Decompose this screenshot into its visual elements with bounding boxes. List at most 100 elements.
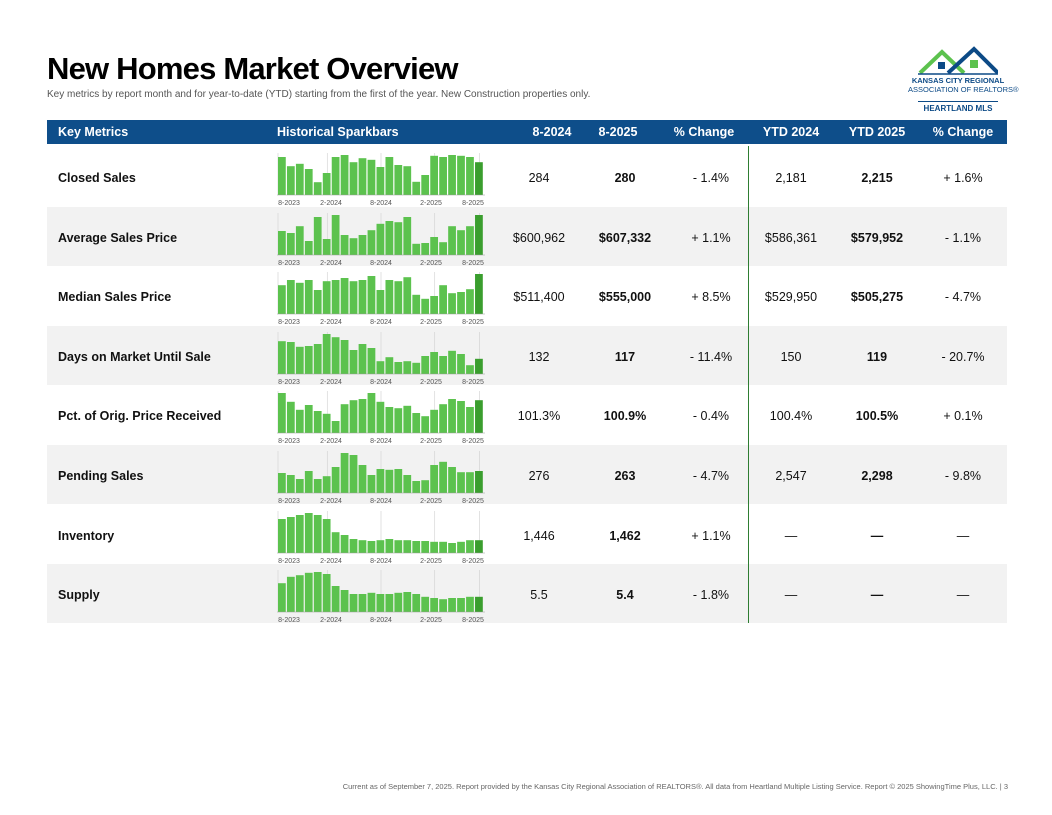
sparkbar	[278, 518, 286, 553]
sparkbar-chart: 8-2023 2-2024 8-2024 2-2025 8-2025	[277, 331, 485, 386]
sparkbar	[403, 166, 412, 195]
sparkbar	[439, 355, 447, 374]
sparkbar	[466, 289, 474, 315]
sparkbar	[385, 220, 394, 255]
sparkbar	[286, 402, 295, 434]
sparkbar	[466, 539, 474, 553]
sparkbar	[439, 241, 447, 255]
sparkbar	[295, 282, 304, 315]
value-ytd-2024: 150	[780, 349, 802, 364]
sparkbar	[403, 277, 412, 315]
col-ytd-2024: YTD 2024	[762, 125, 820, 139]
value-ytd-pct-change: + 0.1%	[943, 409, 983, 424]
sparkbar	[385, 469, 394, 493]
sparkbar	[295, 514, 304, 553]
sparkbar	[295, 163, 304, 195]
sparkbar	[286, 341, 295, 374]
sparkbar-axis-label: 8-2025	[462, 438, 484, 445]
sparkbar	[421, 175, 430, 195]
sparkbar	[313, 290, 322, 315]
value-pct-change: - 1.8%	[692, 588, 730, 603]
value-8-2025: 280	[614, 171, 636, 185]
sparkbar	[394, 281, 403, 315]
sparkbar	[304, 280, 313, 315]
sparkbar	[475, 274, 483, 315]
col-8-2025: 8-2025	[598, 125, 638, 139]
logo-line-2: ASSOCIATION OF REALTORS®	[908, 85, 1019, 94]
sparkbar-chart: 8-2023 2-2024 8-2024 2-2025 8-2025	[277, 212, 485, 267]
sparkbar	[340, 155, 349, 195]
sparkbar	[349, 538, 358, 553]
value-ytd-pct-change: - 20.7%	[941, 349, 985, 364]
sparkbar	[403, 360, 412, 374]
value-ytd-2025: 2,215	[861, 171, 893, 185]
value-8-2024: 284	[528, 171, 550, 185]
sparkbar	[349, 400, 358, 434]
sparkbar	[278, 157, 286, 195]
value-ytd-2024: 100.4%	[769, 409, 813, 424]
sparkbar	[421, 540, 430, 553]
sparkbar	[340, 278, 349, 315]
sparkbar-axis-label: 2-2024	[320, 438, 342, 445]
table-row: Average Sales Price 8-2023 2-2024 8-2024 2-2…	[47, 206, 1007, 267]
sparkbar	[358, 158, 367, 195]
sparkbar-axis-label: 8-2023	[278, 260, 300, 267]
sparkbar	[475, 596, 483, 613]
sparkbar	[421, 416, 430, 434]
sparkbar	[475, 539, 483, 553]
value-pct-change: - 0.4%	[692, 409, 730, 424]
sparkbar	[439, 157, 447, 195]
metric-label: Supply	[58, 588, 100, 603]
value-ytd-2025: 100.5%	[855, 409, 899, 424]
sparkbar	[466, 472, 474, 493]
sparkbar	[340, 534, 349, 553]
value-ytd-pct-change: - 1.1%	[944, 230, 982, 245]
sparkbar	[466, 596, 474, 613]
table-row: Days on Market Until Sale 8-2023 2-2024 8-2…	[47, 325, 1007, 386]
sparkbar	[358, 539, 367, 553]
value-8-2025: 5.4	[616, 588, 634, 603]
sparkbar	[448, 225, 456, 255]
value-pct-change: + 8.5%	[691, 290, 731, 305]
sparkbar	[457, 541, 465, 553]
col-ytd-2025: YTD 2025	[848, 125, 906, 139]
value-ytd-2024: —	[784, 528, 798, 543]
sparkbar	[421, 355, 430, 374]
value-ytd-2024: $529,950	[764, 290, 818, 305]
sparkbar	[340, 339, 349, 374]
sparkbar	[457, 229, 465, 255]
sparkbar	[322, 333, 331, 374]
sparkbar	[358, 280, 367, 315]
sparkbar	[322, 173, 331, 195]
sparkbar	[394, 469, 403, 493]
sparkbar	[322, 476, 331, 493]
sparkbar-axis-label: 2-2024	[320, 617, 342, 624]
sparkbar	[349, 349, 358, 374]
value-8-2024: 276	[528, 469, 550, 483]
sparkbar	[358, 594, 367, 613]
sparkbar	[304, 471, 313, 493]
sparkbar	[457, 292, 465, 315]
sparkbar	[394, 165, 403, 195]
sparkbar-axis-label: 8-2023	[278, 498, 300, 505]
sparkbar	[358, 343, 367, 374]
table-row: Pending Sales 8-2023 2-2024 8-2024 2-2025 8-2…	[47, 445, 1007, 505]
sparkbar	[331, 586, 340, 613]
col-sparkbars: Historical Sparkbars	[277, 125, 399, 139]
value-ytd-pct-change: + 1.6%	[943, 171, 983, 185]
metric-label: Inventory	[58, 528, 115, 543]
value-pct-change: + 1.1%	[691, 230, 731, 245]
sparkbar	[286, 232, 295, 255]
sparkbar	[286, 280, 295, 315]
value-ytd-pct-change: —	[956, 588, 970, 603]
sparkbar	[358, 399, 367, 434]
sparkbar-axis-label: 2-2024	[320, 319, 342, 326]
sparkbar	[313, 514, 322, 553]
sparkbar	[430, 598, 439, 613]
sparkbar	[349, 281, 358, 315]
value-8-2025: 100.9%	[603, 409, 647, 424]
sparkbar	[313, 572, 322, 613]
value-8-2024: 5.5	[530, 588, 548, 603]
sparkbar-axis-label: 2-2025	[420, 498, 442, 505]
sparkbar	[439, 599, 447, 613]
